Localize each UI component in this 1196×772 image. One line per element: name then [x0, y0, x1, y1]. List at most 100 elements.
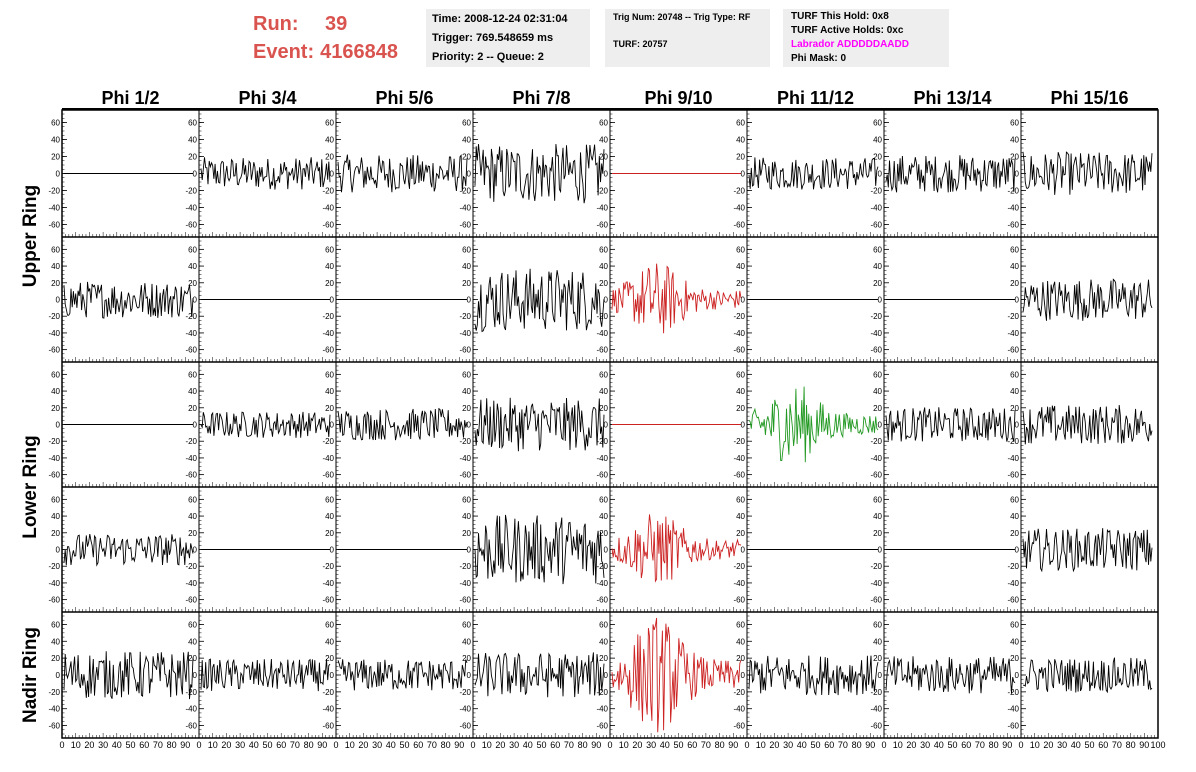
- y-tick-label: -20: [48, 312, 60, 321]
- y-tick-label: -40: [459, 204, 471, 213]
- x-tick-label: 0: [1018, 740, 1023, 750]
- waveform-trace: [474, 397, 605, 452]
- x-tick-label: 80: [1126, 740, 1136, 750]
- y-tick-label: -40: [596, 329, 608, 338]
- x-tick-label: 30: [509, 740, 519, 750]
- waveform-trace: [885, 407, 1016, 442]
- waveform-trace: [337, 154, 468, 193]
- y-tick-label: -60: [48, 722, 60, 731]
- y-tick-label: -60: [322, 722, 334, 731]
- x-tick-label: 80: [852, 740, 862, 750]
- y-tick-label: -20: [733, 688, 745, 697]
- y-tick-label: 20: [1010, 529, 1019, 538]
- y-tick-label: 20: [325, 654, 334, 663]
- x-tick-label: 90: [454, 740, 464, 750]
- y-tick-label: 0: [56, 546, 61, 555]
- turf-info-panel: TURF This Hold: 0x8 TURF Active Holds: 0…: [783, 9, 949, 67]
- y-tick-label: -60: [733, 221, 745, 230]
- y-tick-label: 40: [873, 387, 882, 396]
- y-tick-label: -40: [48, 329, 60, 338]
- x-tick-label: 70: [975, 740, 985, 750]
- y-tick-label: 0: [1015, 296, 1020, 305]
- x-tick-label: 60: [276, 740, 286, 750]
- y-tick-label: -20: [322, 312, 334, 321]
- y-tick-label: -20: [733, 187, 745, 196]
- x-tick-label: 10: [1030, 740, 1040, 750]
- y-tick-label: -60: [185, 471, 197, 480]
- x-tick-label: 50: [673, 740, 683, 750]
- y-tick-label: 60: [873, 495, 882, 504]
- y-tick-label: -60: [1007, 596, 1019, 605]
- y-tick-label: 20: [599, 529, 608, 538]
- y-tick-label: 60: [325, 245, 334, 254]
- y-tick-label: 0: [330, 671, 335, 680]
- y-tick-label: -60: [322, 346, 334, 355]
- y-tick-label: 0: [56, 671, 61, 680]
- x-tick-label: 70: [838, 740, 848, 750]
- y-tick-label: -20: [596, 688, 608, 697]
- y-tick-label: -40: [733, 204, 745, 213]
- trig-info-panel: Trig Num: 20748 -- Trig Type: RF TURF: 2…: [605, 9, 770, 67]
- y-tick-label: 40: [51, 136, 60, 145]
- waveform-trace: [63, 281, 194, 319]
- x-tick-label: 0: [333, 740, 338, 750]
- column-header: Phi 15/16: [1050, 88, 1128, 108]
- y-tick-label: -40: [48, 705, 60, 714]
- waveform-trace: [474, 268, 605, 333]
- y-tick-label: 20: [51, 404, 60, 413]
- y-tick-label: -60: [1007, 471, 1019, 480]
- y-tick-label: 60: [188, 370, 197, 379]
- y-tick-label: 0: [193, 296, 198, 305]
- x-tick-label: 70: [290, 740, 300, 750]
- y-tick-label: 20: [736, 654, 745, 663]
- y-tick-label: -40: [185, 454, 197, 463]
- y-tick-label: -40: [185, 204, 197, 213]
- y-tick-label: 40: [462, 637, 471, 646]
- run-event-header: Run: 39 Event: 4166848: [253, 10, 398, 66]
- x-tick-label: 40: [386, 740, 396, 750]
- y-tick-label: 40: [599, 136, 608, 145]
- y-tick-label: -20: [185, 312, 197, 321]
- waveform-trace: [474, 652, 605, 698]
- x-tick-label: 40: [249, 740, 259, 750]
- y-tick-label: 20: [1010, 279, 1019, 288]
- x-tick-label: 60: [413, 740, 423, 750]
- column-header: Phi 11/12: [777, 88, 854, 108]
- y-tick-label: 60: [462, 370, 471, 379]
- y-tick-label: -60: [185, 722, 197, 731]
- x-tick-label: 50: [536, 740, 546, 750]
- y-tick-label: -40: [48, 579, 60, 588]
- y-tick-label: 0: [56, 170, 61, 179]
- x-tick-label: 60: [139, 740, 149, 750]
- x-tick-label: 80: [578, 740, 588, 750]
- y-tick-label: -20: [1007, 437, 1019, 446]
- y-tick-label: 0: [193, 671, 198, 680]
- y-tick-label: 20: [873, 153, 882, 162]
- y-tick-label: -60: [459, 722, 471, 731]
- y-tick-label: -60: [48, 346, 60, 355]
- y-tick-label: -20: [459, 312, 471, 321]
- y-tick-label: 20: [599, 153, 608, 162]
- x-tick-label: 10: [71, 740, 81, 750]
- y-tick-label: -20: [870, 312, 882, 321]
- y-tick-label: 0: [467, 296, 472, 305]
- y-tick-label: 20: [736, 529, 745, 538]
- y-tick-label: -20: [1007, 688, 1019, 697]
- y-tick-label: 40: [462, 136, 471, 145]
- x-tick-label: 50: [262, 740, 272, 750]
- waveform-trace: [748, 386, 879, 463]
- column-header: Phi 3/4: [238, 88, 296, 108]
- y-tick-label: 60: [1010, 119, 1019, 128]
- event-label: Event:: [253, 41, 315, 63]
- y-tick-label: -60: [185, 221, 197, 230]
- waveform-trace: [63, 534, 194, 567]
- y-tick-label: 0: [878, 671, 883, 680]
- x-tick-label: 40: [797, 740, 807, 750]
- y-tick-label: -60: [459, 221, 471, 230]
- y-tick-label: 40: [325, 262, 334, 271]
- waveform-trace: [63, 651, 194, 700]
- y-tick-label: 40: [736, 136, 745, 145]
- y-tick-label: -40: [1007, 579, 1019, 588]
- y-tick-label: -40: [322, 454, 334, 463]
- x-tick-label: 40: [660, 740, 670, 750]
